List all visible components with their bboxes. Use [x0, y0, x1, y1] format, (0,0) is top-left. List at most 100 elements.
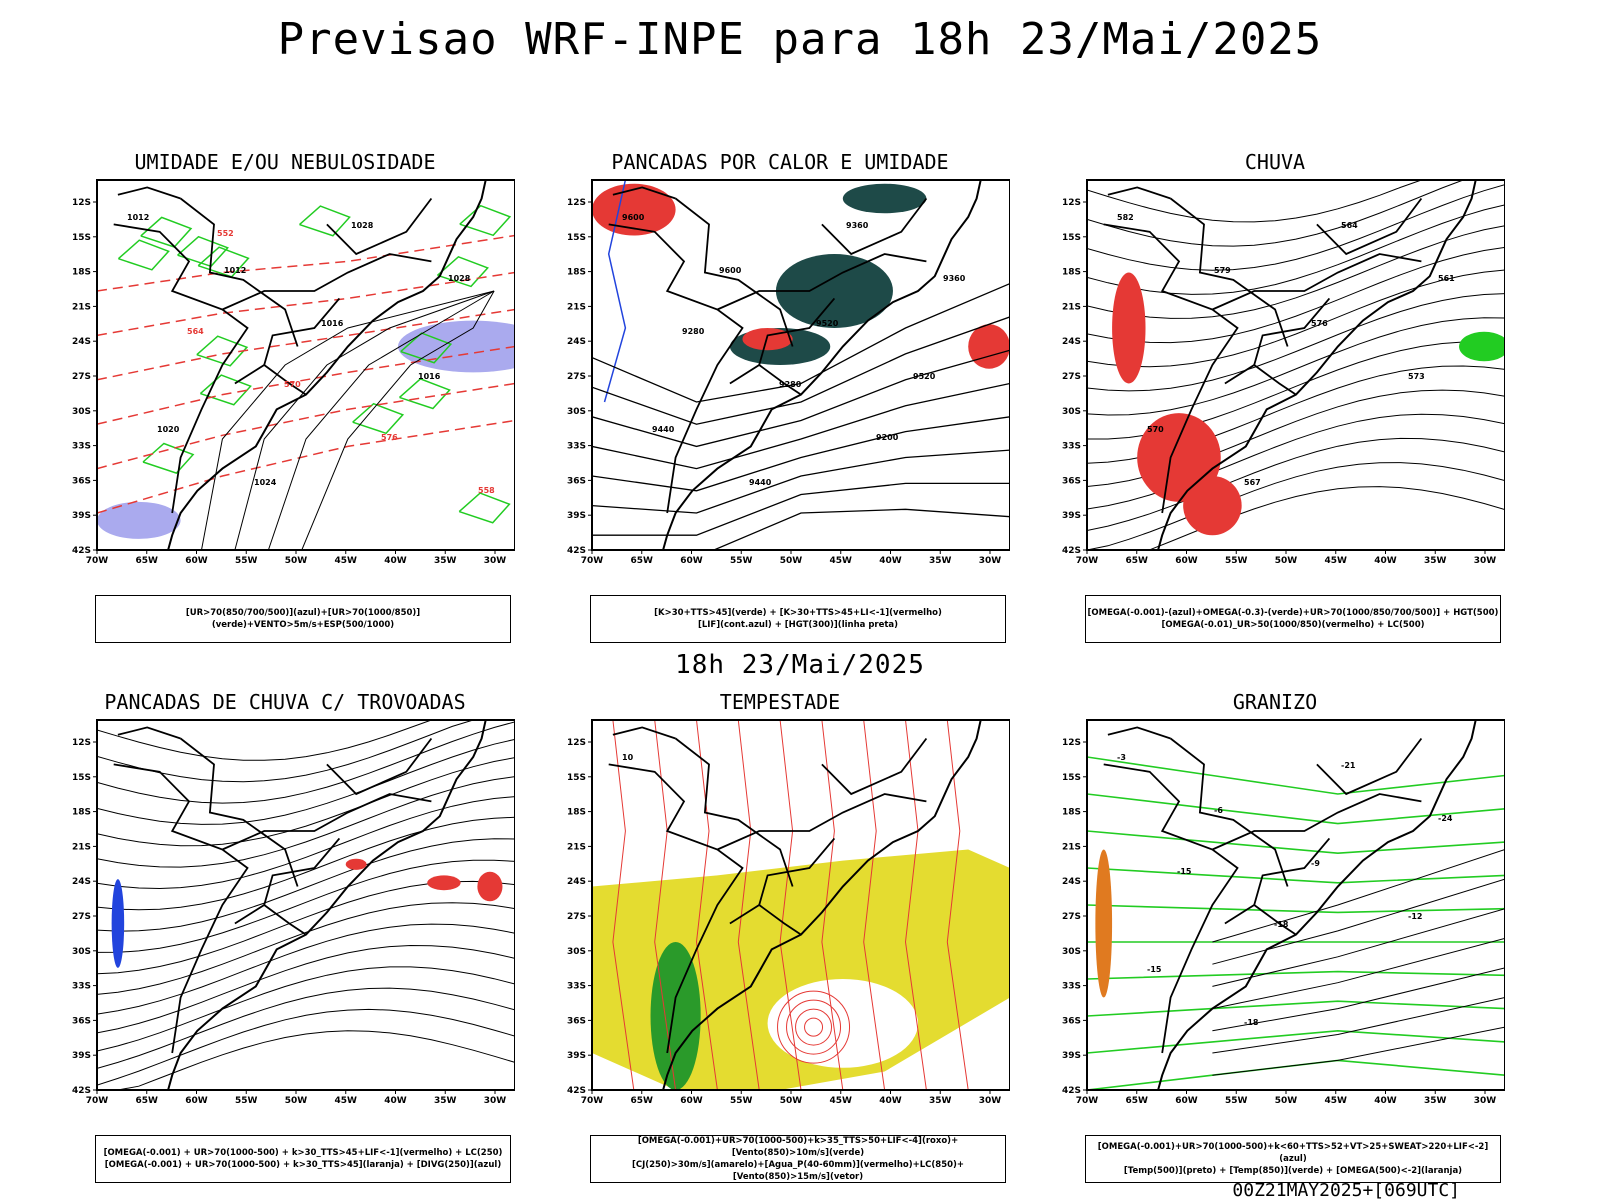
- lat-label: 39S: [72, 511, 91, 521]
- panel-tempestade: TEMPESTADE 10 12S 15S 18S 21S 24S 27S 30S 33S 36S 3…: [550, 690, 1010, 1190]
- lat-label: 39S: [567, 511, 586, 521]
- lon-label: 65W: [1126, 1096, 1149, 1106]
- panel-title: PANCADAS DE CHUVA C/ TROVOADAS: [55, 690, 515, 714]
- divergence-shade: [112, 879, 125, 968]
- panel-title: TEMPESTADE: [550, 690, 1010, 714]
- panel-umidade: UMIDADE E/OU NEBULOSIDADE 1012 1012 1016 101…: [55, 150, 515, 650]
- lat-label: 36S: [567, 1016, 586, 1026]
- lon-label: 65W: [136, 556, 159, 566]
- lon-label: 55W: [730, 1096, 753, 1106]
- lon-label: 60W: [185, 556, 208, 566]
- panel-pancadas_calor: PANCADAS POR CALOR E UMIDADE 9600 9600 9520…: [550, 150, 1010, 650]
- main-title: Previsao WRF-INPE para 18h 23/Mai/2025: [0, 14, 1600, 65]
- lat-label: 21S: [1062, 842, 1081, 852]
- contour-label: 564: [1341, 221, 1358, 230]
- lat-label: 12S: [1062, 738, 1081, 748]
- contour-label: 9600: [622, 213, 645, 222]
- legend-box: [OMEGA(-0.001)+UR>70(1000-500)+k>35_TTS>…: [590, 1135, 1006, 1183]
- lat-label: 39S: [567, 1051, 586, 1061]
- lon-label: 60W: [185, 1096, 208, 1106]
- lon-label: 60W: [1175, 556, 1198, 566]
- lat-label: 30S: [72, 407, 91, 417]
- legend-line: [OMEGA(-0.001)-(azul)+OMEGA(-0.3)-(verde…: [1088, 607, 1499, 619]
- storm-shade: [346, 859, 367, 870]
- lat-label: 15S: [1062, 233, 1081, 243]
- lat-label: 33S: [1062, 442, 1081, 452]
- lon-label: 40W: [384, 556, 407, 566]
- lat-label: 12S: [567, 198, 586, 208]
- lon-label: 55W: [1225, 1096, 1248, 1106]
- contour-label: 9280: [779, 380, 802, 389]
- map-trovoadas: 12S 15S 18S 21S 24S 27S 30S 33S 36S 39S 42S70W 65W 6…: [55, 716, 515, 1126]
- map-content: [592, 180, 1010, 565]
- lon-label: 50W: [285, 1096, 308, 1106]
- panel-title: PANCADAS POR CALOR E UMIDADE: [550, 150, 1010, 174]
- instability-shade: [968, 324, 1010, 368]
- map-content: [97, 180, 515, 550]
- contour-label: 1012: [224, 266, 246, 275]
- panel-title: CHUVA: [1045, 150, 1505, 174]
- lon-label: 55W: [235, 556, 258, 566]
- valid-time-label: 18h 23/Mai/2025: [0, 650, 1600, 680]
- lat-label: 21S: [72, 842, 91, 852]
- lat-label: 36S: [1062, 1016, 1081, 1026]
- contour-label: 1016: [321, 319, 344, 328]
- rain-shade: [1183, 476, 1242, 535]
- map-granizo: -3 -6 -9 -12 -15 -18 -21 -24 -15 -18 12S 15S 18S 21S 2…: [1045, 716, 1505, 1126]
- contour-label: -15: [1177, 867, 1192, 876]
- contour-label: 564: [187, 327, 204, 336]
- lon-label: 65W: [136, 1096, 159, 1106]
- lat-label: 33S: [1062, 982, 1081, 992]
- contour-label: 9440: [749, 478, 772, 487]
- map-tempestade: 10 12S 15S 18S 21S 24S 27S 30S 33S 36S 39S 42S70W 65…: [550, 716, 1010, 1126]
- storm-shade: [427, 875, 460, 890]
- map-pancadas_calor: 9600960095209520944094409360936092809280…: [550, 176, 1010, 586]
- lon-label: 45W: [335, 1096, 358, 1106]
- contour-label: 567: [1244, 478, 1261, 487]
- lat-label: 42S: [567, 546, 586, 556]
- legend-box: [OMEGA(-0.001)-(azul)+OMEGA(-0.3)-(verde…: [1085, 595, 1501, 643]
- legend-line: [OMEGA(-0.001)+UR>70(1000-500)+k>35_TTS>…: [591, 1135, 1005, 1159]
- map-content: [1087, 180, 1505, 550]
- contour-label: 9280: [682, 327, 705, 336]
- lat-label: 27S: [72, 372, 91, 382]
- map-umidade: 1012101210161016102010241028102856457057…: [55, 176, 515, 586]
- lon-label: 45W: [1325, 556, 1348, 566]
- lon-label: 35W: [929, 1096, 952, 1106]
- lat-label: 33S: [72, 982, 91, 992]
- legend-box: [OMEGA(-0.001)+UR>70(1000-500)+k<60+TTS>…: [1085, 1135, 1501, 1183]
- contour-label: -12: [1408, 912, 1422, 921]
- lon-label: 45W: [335, 556, 358, 566]
- legend-line: [OMEGA(-0.001) + UR>70(1000-500) + k>30_…: [105, 1159, 501, 1171]
- lat-label: 24S: [567, 877, 586, 887]
- contour-label: -18: [1274, 920, 1289, 929]
- legend-box: [K>30+TTS>45](verde) + [K>30+TTS>45+LI<-…: [590, 595, 1006, 643]
- map-content: [592, 720, 1010, 1090]
- contour-label: 576: [1311, 319, 1328, 328]
- lon-label: 70W: [1076, 556, 1099, 566]
- lon-label: 60W: [680, 556, 703, 566]
- lat-label: 27S: [567, 912, 586, 922]
- contour-label: 561: [1438, 274, 1455, 283]
- lat-label: 15S: [567, 773, 586, 783]
- lat-label: 27S: [1062, 912, 1081, 922]
- lon-label: 70W: [581, 556, 604, 566]
- lat-label: 24S: [72, 877, 91, 887]
- lon-label: 30W: [1474, 556, 1497, 566]
- lat-label: 21S: [1062, 302, 1081, 312]
- lat-label: 42S: [1062, 1086, 1081, 1096]
- contour-label: 582: [1117, 213, 1134, 222]
- map-content: [97, 720, 515, 1090]
- contour-label: 579: [1214, 266, 1231, 275]
- contour-label: -15: [1147, 965, 1162, 974]
- lat-label: 42S: [72, 546, 91, 556]
- lat-label: 12S: [1062, 198, 1081, 208]
- lon-label: 50W: [780, 1096, 803, 1106]
- lon-label: 55W: [235, 1096, 258, 1106]
- lon-label: 35W: [929, 556, 952, 566]
- panel-granizo: GRANIZO -3 -6 -9 -12 -15 -18 -21 -24 -15 -18 12S 15S…: [1045, 690, 1505, 1190]
- lon-label: 40W: [384, 1096, 407, 1106]
- lon-label: 70W: [1076, 1096, 1099, 1106]
- lat-label: 21S: [72, 302, 91, 312]
- lon-label: 35W: [434, 556, 457, 566]
